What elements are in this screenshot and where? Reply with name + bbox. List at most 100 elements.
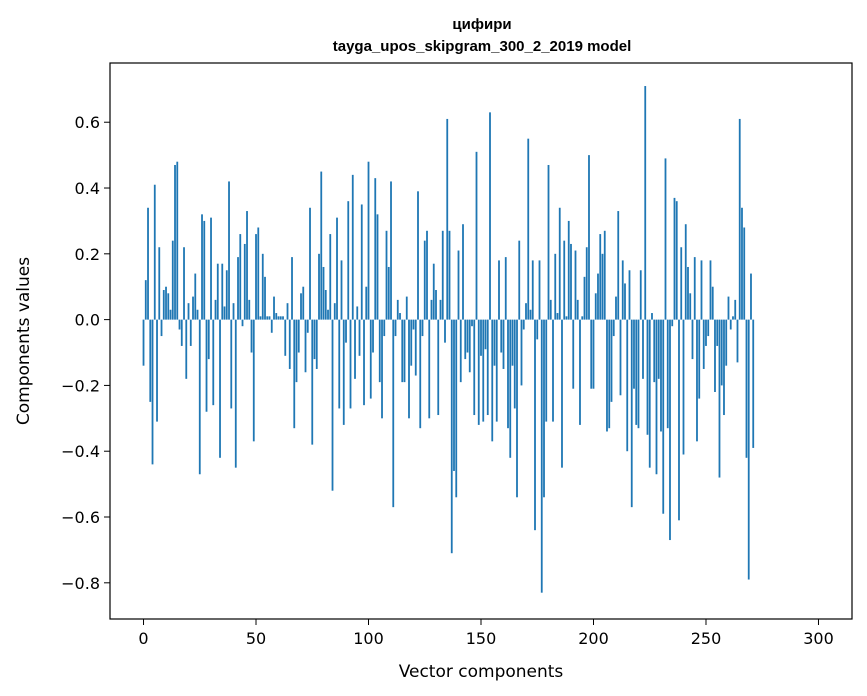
bar bbox=[576, 299, 579, 320]
bar bbox=[331, 319, 334, 491]
bar bbox=[511, 319, 514, 366]
bar bbox=[408, 319, 410, 419]
bar bbox=[617, 211, 620, 320]
bar bbox=[639, 270, 642, 320]
bar bbox=[644, 86, 647, 320]
bar bbox=[234, 319, 237, 468]
plot-frame bbox=[109, 62, 853, 620]
bar bbox=[630, 319, 633, 508]
bar bbox=[255, 234, 257, 320]
bar bbox=[729, 319, 732, 330]
bar bbox=[390, 181, 392, 320]
bar bbox=[275, 313, 278, 320]
bar bbox=[736, 319, 739, 363]
bar bbox=[590, 319, 593, 389]
bar bbox=[696, 319, 698, 442]
bar bbox=[579, 319, 581, 425]
bar bbox=[720, 319, 723, 386]
bar bbox=[745, 319, 748, 458]
bar bbox=[264, 276, 266, 320]
bar bbox=[642, 319, 644, 379]
bar bbox=[239, 234, 242, 320]
y-tick-label: −0.2 bbox=[61, 376, 100, 395]
bar bbox=[450, 319, 453, 554]
bar bbox=[372, 319, 374, 353]
bar bbox=[336, 217, 338, 320]
bar bbox=[455, 319, 458, 498]
bar bbox=[207, 319, 210, 360]
bar bbox=[153, 184, 156, 320]
bar bbox=[624, 283, 626, 320]
bar bbox=[531, 260, 534, 320]
bar bbox=[169, 309, 172, 320]
y-tick-label: 0.4 bbox=[75, 179, 100, 198]
bar bbox=[493, 319, 496, 366]
bar bbox=[727, 296, 730, 320]
bar bbox=[363, 319, 365, 406]
x-tick-label: 0 bbox=[138, 629, 148, 648]
bar bbox=[151, 319, 154, 465]
bar bbox=[203, 220, 206, 320]
bar bbox=[286, 303, 289, 320]
bar bbox=[293, 319, 296, 429]
bar bbox=[185, 319, 188, 379]
bar bbox=[498, 260, 500, 320]
bar bbox=[513, 319, 516, 409]
bar bbox=[482, 319, 485, 422]
chart-subtitle: tayga_upos_skipgram_300_2_2019 model bbox=[333, 38, 632, 55]
bar bbox=[585, 247, 588, 320]
bar bbox=[471, 319, 473, 327]
bar bbox=[556, 313, 559, 320]
bar bbox=[558, 207, 561, 320]
bar bbox=[201, 214, 203, 320]
bar bbox=[419, 319, 422, 429]
bar bbox=[725, 319, 728, 366]
bar bbox=[194, 273, 197, 320]
bar bbox=[257, 227, 260, 320]
bar bbox=[214, 299, 217, 320]
bar bbox=[462, 224, 464, 320]
bar bbox=[376, 214, 379, 320]
bar bbox=[365, 286, 368, 320]
bar bbox=[252, 319, 255, 442]
bar bbox=[714, 319, 716, 392]
bar bbox=[680, 247, 683, 320]
bar bbox=[592, 319, 595, 389]
bar bbox=[354, 319, 356, 379]
bar bbox=[554, 253, 557, 320]
bar bbox=[313, 319, 316, 360]
bar bbox=[572, 319, 575, 389]
bar bbox=[520, 319, 523, 386]
bar bbox=[171, 240, 174, 320]
bar bbox=[678, 319, 680, 521]
bar bbox=[536, 319, 539, 340]
x-tick-label: 250 bbox=[691, 629, 722, 648]
bar bbox=[174, 164, 176, 320]
bar bbox=[705, 319, 707, 346]
bar bbox=[446, 118, 449, 320]
bar bbox=[315, 319, 318, 369]
bar bbox=[707, 319, 710, 337]
bar bbox=[441, 230, 444, 320]
bar bbox=[567, 220, 570, 320]
bar bbox=[360, 204, 363, 320]
bar bbox=[522, 319, 525, 330]
bar bbox=[581, 316, 584, 320]
bar bbox=[237, 257, 239, 320]
bar bbox=[162, 290, 165, 320]
bar bbox=[246, 211, 248, 320]
bar bbox=[302, 286, 305, 320]
x-tick-label: 50 bbox=[246, 629, 266, 648]
bar bbox=[387, 266, 390, 320]
bar bbox=[158, 247, 161, 320]
bar bbox=[198, 319, 201, 475]
bar bbox=[657, 319, 660, 379]
bar bbox=[500, 319, 503, 353]
bar bbox=[475, 151, 478, 320]
bar bbox=[669, 319, 671, 541]
bar bbox=[466, 319, 469, 353]
bar bbox=[347, 201, 350, 320]
bar bbox=[279, 316, 282, 320]
bar bbox=[583, 276, 586, 320]
